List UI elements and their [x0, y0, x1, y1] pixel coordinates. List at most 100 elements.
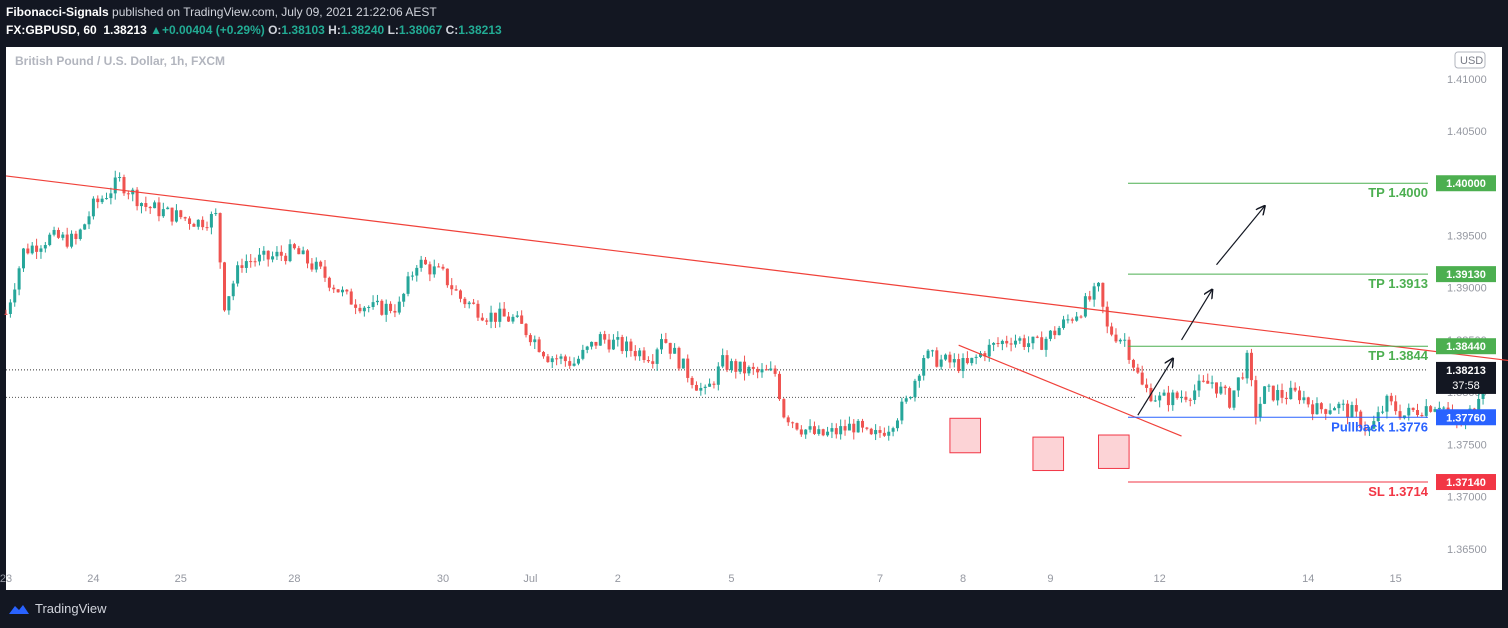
x-tick-label: 12 [1154, 573, 1166, 585]
candle-body [1442, 407, 1446, 409]
candle-body [1027, 343, 1031, 347]
candle-body [646, 360, 650, 362]
candle-body [375, 300, 379, 303]
candle-body [257, 254, 261, 262]
candle-body [878, 430, 882, 433]
candle-body [467, 302, 471, 305]
candle-body [196, 219, 200, 227]
candle-body [690, 377, 694, 385]
candle-body [528, 335, 532, 343]
current-price-tag [1436, 361, 1496, 394]
countdown-text: 37:58 [1452, 380, 1480, 392]
candle-body [389, 303, 393, 311]
candle-body [170, 207, 174, 222]
candle-body [668, 342, 672, 354]
candle-body [301, 250, 305, 255]
candle-body [30, 245, 34, 254]
candle-body [1131, 359, 1135, 368]
candle-body [686, 358, 690, 378]
candle-body [756, 368, 760, 373]
candle-body [996, 343, 1000, 345]
candle-body [1416, 410, 1420, 416]
candle-body [236, 265, 240, 284]
candle-body [992, 343, 996, 345]
candle-body [231, 283, 235, 297]
tradingview-logo[interactable]: TradingView [8, 601, 107, 616]
tp-1-4000-tag [1436, 175, 1496, 192]
ohlc-line: FX:GBPUSD, 60 1.38213 ▲+0.00404 (+0.29%)… [6, 23, 502, 37]
candle-body [450, 285, 454, 290]
candle-body [393, 310, 397, 313]
candle-body [1206, 380, 1210, 384]
candle-body [957, 359, 961, 372]
candle-body [926, 350, 930, 359]
candle-body [1228, 388, 1232, 408]
x-tick-label: Jul [523, 573, 537, 585]
candle-body [323, 266, 327, 278]
candle-body [1000, 340, 1004, 345]
candle-body [39, 248, 43, 252]
candle-body [1153, 400, 1157, 402]
candle-body [1070, 319, 1074, 321]
candle-body [625, 341, 629, 352]
candle-body [821, 429, 825, 436]
candle-body [113, 177, 117, 194]
candle-body [262, 250, 266, 255]
candle-body [760, 369, 764, 373]
candle-body [209, 213, 213, 228]
candle-body [747, 366, 751, 374]
candle-body [1048, 330, 1052, 339]
candle-body [1245, 352, 1249, 379]
candle-body [1097, 282, 1100, 287]
candle-body [922, 358, 926, 376]
candle-body [1433, 409, 1437, 412]
candle-body [354, 304, 358, 308]
candle-body [227, 296, 231, 311]
candle-body [463, 298, 467, 305]
candle-body [1175, 392, 1179, 399]
x-tick-label: 8 [960, 573, 966, 585]
tp-1-3913-tag-text: 1.39130 [1446, 269, 1486, 281]
author-name[interactable]: Fibonacci-Signals [6, 5, 109, 19]
candle-body [1249, 352, 1253, 381]
candle-body [179, 210, 183, 218]
candle-body [1236, 377, 1240, 391]
candle-body [511, 316, 515, 322]
candle-body [310, 263, 314, 270]
candle-body [965, 358, 969, 364]
chart-header: Fibonacci-Signals published on TradingVi… [0, 0, 1508, 42]
tp-1-4000-label: TP 1.4000 [1368, 185, 1428, 200]
candle-body [1044, 338, 1048, 350]
chart-area[interactable]: British Pound / U.S. Dollar, 1h, FXCM USD… [0, 42, 1508, 592]
candle-body [576, 358, 580, 364]
candle-body [852, 423, 856, 433]
candle-body [533, 339, 537, 343]
candle-body [1018, 338, 1022, 341]
x-tick-label: 14 [1302, 573, 1314, 585]
candle-body [288, 244, 292, 262]
candle-body [568, 361, 572, 366]
y-tick-label: 1.37500 [1447, 439, 1487, 451]
candle-body [660, 339, 663, 350]
candle-body [1083, 296, 1087, 317]
candle-body [843, 426, 847, 431]
candle-body [974, 356, 978, 358]
candle-body [1398, 411, 1402, 419]
candle-body [122, 177, 126, 194]
candle-body [135, 189, 139, 207]
candle-body [952, 359, 956, 363]
y-tick-label: 1.41000 [1447, 74, 1487, 86]
candle-body [520, 315, 524, 324]
candle-body [869, 428, 873, 435]
candle-body [1332, 408, 1336, 411]
footer: TradingView [0, 592, 1508, 628]
candle-body [153, 202, 157, 209]
candle-body [192, 223, 196, 227]
candle-body [1280, 390, 1284, 398]
candle-body [1341, 403, 1345, 405]
x-tick-label: 23 [0, 573, 12, 585]
candle-body [371, 302, 375, 307]
candle-body [441, 266, 445, 269]
candle-body [384, 303, 388, 315]
tp-1-3913-label: TP 1.3913 [1368, 276, 1428, 291]
